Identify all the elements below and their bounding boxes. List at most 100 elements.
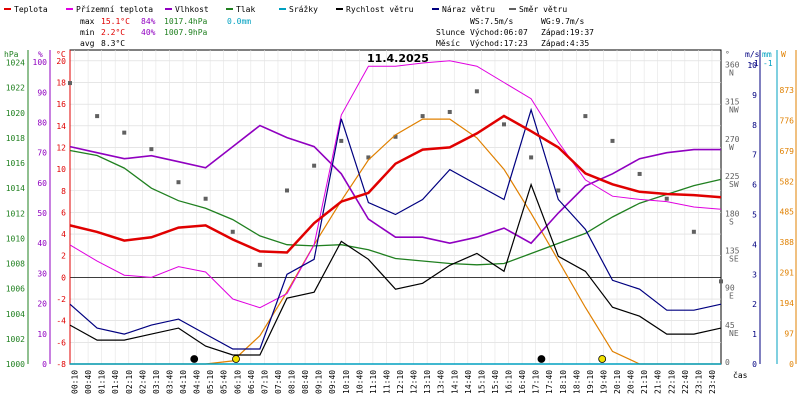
time-tick-label: 03:40 [165, 370, 174, 394]
time-tick-label: 16:10 [505, 370, 514, 394]
hpa-tick-label: 1024 [6, 59, 25, 68]
axis-ticks: -8-6-4-202468101214161820100010021004100… [6, 57, 794, 369]
pct-tick-label: 50 [37, 209, 47, 218]
astro-info: WS:7.5m/s WG:9.7m/s Slunce Východ:06:07 … [436, 17, 594, 48]
moonrise-marker [537, 355, 546, 363]
deg-tick-label: 90 [725, 284, 735, 293]
deg-tick-label: 225 [725, 172, 740, 181]
wind-dir-point [176, 180, 181, 185]
ms-tick-label: 7 [752, 151, 757, 160]
hpa-tick-label: 1018 [6, 134, 25, 143]
temp-tick-label: 6 [61, 208, 66, 217]
wm-tick-label: 582 [780, 177, 795, 186]
stat-max-label: max [80, 17, 95, 26]
mm-axis-label: mm [762, 50, 772, 59]
hpa-tick-label: 1002 [6, 335, 25, 344]
time-tick-label: 06:10 [233, 370, 242, 394]
time-tick-label: 11:40 [382, 370, 391, 394]
hpa-tick-label: 1004 [6, 310, 25, 319]
time-tick-label: 06:40 [247, 370, 256, 394]
time-tick-label: 13:10 [423, 370, 432, 394]
ground-temp-line [69, 60, 722, 309]
temp-tick-label: 18 [56, 78, 66, 87]
x-axis-label: čas [733, 370, 748, 380]
time-tick-label: 22:10 [667, 370, 676, 394]
time-tick-label: 02:40 [138, 370, 147, 394]
temp-tick-label: 0 [61, 273, 66, 282]
hpa-tick-label: 1012 [6, 209, 25, 218]
pct-tick-label: 30 [37, 269, 47, 278]
time-tick-label: 21:10 [640, 370, 649, 394]
plot-area [69, 49, 722, 365]
time-tick-label: 07:40 [274, 370, 283, 394]
wind-dir-point [637, 171, 642, 176]
mm-axis-top: -1 [763, 59, 773, 68]
ms-tick-label: 0 [752, 360, 757, 369]
wind-dir-point [203, 196, 208, 201]
ms-tick-label: 10 [747, 61, 757, 70]
time-tick-label: 07:10 [260, 370, 269, 394]
hpa-tick-label: 1000 [6, 360, 25, 369]
temp-tick-label: 16 [56, 100, 66, 109]
ms-tick-label: 3 [752, 270, 757, 279]
deg-dir-label: E [729, 292, 734, 301]
hpa-tick-label: 1006 [6, 285, 25, 294]
temp-tick-label: 8 [61, 187, 66, 196]
moon-label: Měsíc [436, 39, 460, 48]
stat-max-hum: 84% [141, 17, 156, 26]
wm-tick-label: 679 [780, 147, 795, 156]
temp-tick-label: 12 [56, 143, 66, 152]
wind-speed-info: WS:7.5m/s [470, 17, 514, 26]
ms-axis-label: m/s [745, 50, 760, 59]
temp-tick-label: -4 [56, 317, 66, 326]
ms-axis-top: -1 [749, 59, 759, 68]
time-tick-label: 19:10 [586, 370, 595, 394]
pct-tick-label: 20 [37, 300, 47, 309]
deg-dir-label: N [729, 69, 734, 78]
wm-tick-label: 873 [780, 86, 795, 95]
pct-tick-label: 80 [37, 118, 47, 127]
wind-dir-point [664, 196, 669, 201]
deg-dir-label: SE [729, 254, 739, 263]
time-tick-label: 15:40 [491, 370, 500, 394]
time-tick-label: 15:10 [477, 370, 486, 394]
time-tick-label: 17:10 [532, 370, 541, 394]
stats-block: max 15.1°C 84% 1017.4hPa 0.0mm min 2.2°C… [80, 17, 251, 48]
wind-gust-line [69, 107, 722, 350]
hpa-tick-label: 1016 [6, 159, 25, 168]
time-tick-label: 09:40 [328, 370, 337, 394]
pct-tick-label: 90 [37, 88, 47, 97]
deg-tick-label: 135 [725, 246, 740, 255]
ms-tick-label: 4 [752, 240, 757, 249]
sun-rise: Východ:06:07 [470, 28, 528, 37]
wind-dir-point [95, 114, 100, 119]
time-tick-label: 21:40 [654, 370, 663, 394]
time-tick-label: 03:10 [152, 370, 161, 394]
humidity-line [69, 124, 721, 245]
pct-tick-label: 0 [42, 360, 47, 369]
pct-tick-label: 100 [33, 58, 48, 67]
pct-tick-label: 10 [37, 330, 47, 339]
pct-axis-label: % [38, 50, 43, 59]
temp-tick-label: 14 [56, 122, 66, 131]
wm-tick-label: 388 [780, 238, 795, 247]
time-tick-label: 23:40 [708, 370, 717, 394]
time-tick-label: 13:40 [437, 370, 446, 394]
time-tick-label: 14:10 [450, 370, 459, 394]
ms-tick-label: 5 [752, 210, 757, 219]
wind-dir-point [285, 188, 289, 193]
pct-tick-label: 60 [37, 179, 47, 188]
ms-tick-label: 9 [752, 91, 757, 100]
wind-dir-point [502, 122, 506, 127]
temp-tick-label: 4 [61, 230, 66, 239]
deg-tick-label: 0 [725, 358, 730, 367]
wm-tick-label: 0 [789, 360, 794, 369]
time-tick-label: 18:10 [559, 370, 568, 394]
time-tick-label: 00:10 [71, 370, 80, 394]
wm-tick-label: 291 [780, 269, 795, 278]
time-tick-label: 08:10 [288, 370, 297, 394]
wind-dir-point [447, 109, 452, 114]
wm-tick-label: 776 [780, 116, 795, 125]
deg-tick-label: 45 [725, 321, 735, 330]
